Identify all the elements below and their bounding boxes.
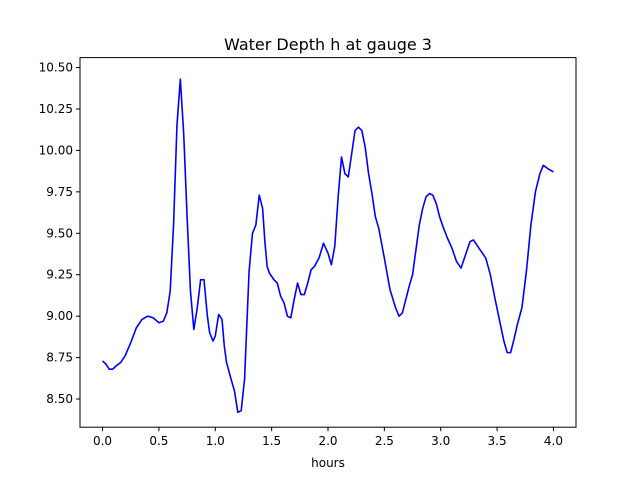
y-tick-label: 8.75 <box>46 351 73 365</box>
y-axis: 8.50 8.75 9.00 9.25 9.50 9.75 10.00 10.25 10.50 <box>39 61 80 406</box>
x-tick-label: 4.0 <box>544 434 563 448</box>
x-tick-label: 3.0 <box>431 434 450 448</box>
x-tick-label: 1.5 <box>262 434 281 448</box>
x-tick-label: 2.0 <box>318 434 337 448</box>
x-tick-label: 3.5 <box>488 434 507 448</box>
y-tick-label: 9.50 <box>46 226 73 240</box>
x-tick-label: 1.0 <box>206 434 225 448</box>
y-tick-label: 9.75 <box>46 185 73 199</box>
x-axis-label: hours <box>311 456 345 470</box>
x-axis: 0.0 0.5 1.0 1.5 2.0 2.5 3.0 3.5 4.0 <box>93 427 563 448</box>
y-tick-label: 10.50 <box>39 61 73 75</box>
plot-area <box>101 78 554 414</box>
y-tick-label: 8.50 <box>46 392 73 406</box>
x-tick-label: 0.5 <box>149 434 168 448</box>
chart-title: Water Depth h at gauge 3 <box>224 35 432 54</box>
x-tick-label: 0.0 <box>93 434 112 448</box>
series-line-0 <box>101 78 554 414</box>
y-tick-label: 10.00 <box>39 143 73 157</box>
y-tick-label: 9.25 <box>46 268 73 282</box>
y-tick-label: 10.25 <box>39 102 73 116</box>
y-tick-label: 9.00 <box>46 309 73 323</box>
x-tick-label: 2.5 <box>375 434 394 448</box>
